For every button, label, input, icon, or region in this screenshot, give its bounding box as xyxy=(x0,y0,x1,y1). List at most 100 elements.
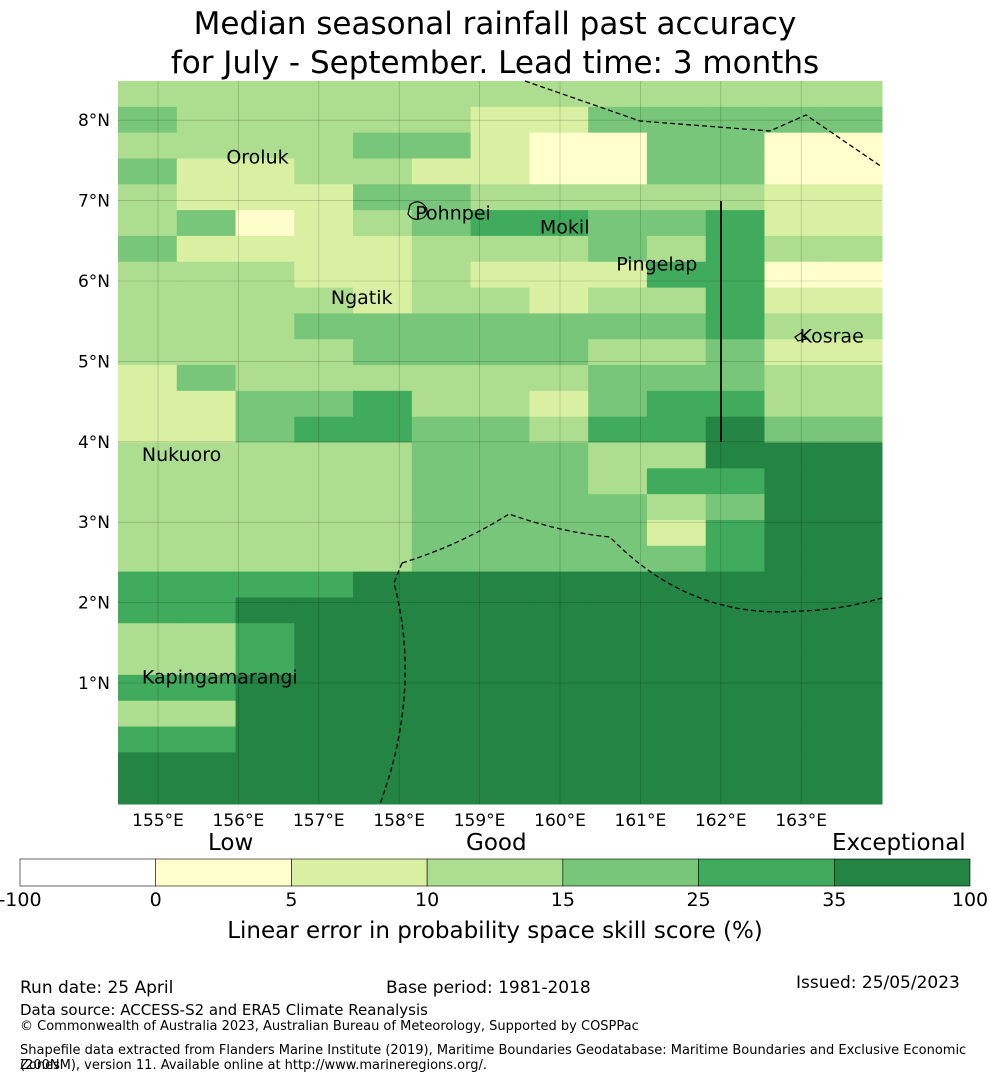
colorbar-tick-label: 10 xyxy=(415,889,440,911)
grid-cell xyxy=(646,210,707,237)
grid-cell xyxy=(470,287,530,314)
grid-cell xyxy=(470,106,530,134)
grid-cell xyxy=(176,571,237,598)
grid-cell xyxy=(529,623,589,650)
grid-cell xyxy=(470,519,530,547)
base-period: Base period: 1981-2018 xyxy=(386,978,591,998)
colorbar-tick-label: -100 xyxy=(0,889,42,911)
grid-cell xyxy=(588,210,648,237)
grid-cell xyxy=(764,313,824,340)
grid-cell xyxy=(235,494,295,521)
grid-cell xyxy=(588,468,648,495)
grid-cell xyxy=(588,390,648,418)
grid-cell xyxy=(118,442,178,469)
grid-cell xyxy=(353,442,413,469)
grid-cell xyxy=(823,468,883,495)
grid-cell xyxy=(529,416,589,443)
grid-cell xyxy=(411,184,472,211)
grid-cell xyxy=(118,416,178,443)
colorbar xyxy=(19,858,971,887)
grid-cell xyxy=(529,778,589,805)
grid-cell xyxy=(764,778,824,805)
grid-cell xyxy=(411,623,472,650)
place-label-pingelap: Pingelap xyxy=(616,253,697,275)
grid-cell xyxy=(294,623,354,650)
data-source: Data source: ACCESS-S2 and ERA5 Climate … xyxy=(20,1001,428,1019)
grid-cell xyxy=(294,184,354,211)
grid-cell xyxy=(118,261,178,289)
grid-cell xyxy=(235,545,295,573)
grid-cell xyxy=(176,545,237,573)
grid-cell xyxy=(470,571,530,598)
grid-cell xyxy=(470,752,530,779)
grid-cell xyxy=(294,339,354,366)
grid-cell xyxy=(764,494,824,521)
grid-cell xyxy=(646,235,707,263)
grid-cell xyxy=(588,339,648,366)
grid-cell xyxy=(176,339,237,366)
grid-cell xyxy=(176,210,237,237)
grid-cell xyxy=(411,597,472,624)
pohnpei-island-outline xyxy=(407,201,428,220)
grid-cell xyxy=(294,416,354,443)
grid-cell xyxy=(705,752,765,779)
grid-cell xyxy=(529,545,589,573)
grid-cell xyxy=(235,674,295,702)
place-label-ngatik: Ngatik xyxy=(331,287,393,309)
grid-cell xyxy=(529,674,589,702)
grid-cell xyxy=(823,545,883,573)
grid-cell xyxy=(823,649,883,676)
grid-cell xyxy=(235,778,295,805)
grid-cell xyxy=(353,132,413,159)
grid-cell xyxy=(764,184,824,211)
grid-cell xyxy=(646,519,707,547)
grid-cell xyxy=(705,494,765,521)
grid-cell xyxy=(646,81,707,108)
grid-cell xyxy=(353,339,413,366)
grid-cell xyxy=(176,442,237,469)
run-date: Run date: 25 April xyxy=(20,978,174,998)
grid-cell xyxy=(764,132,824,159)
grid-cell xyxy=(764,623,824,650)
grid-cell xyxy=(646,674,707,702)
grid-cell xyxy=(764,442,824,469)
grid-cell xyxy=(646,313,707,340)
grid-cell xyxy=(353,106,413,134)
grid-cell xyxy=(705,313,765,340)
grid-cell xyxy=(823,261,883,289)
grid-cell xyxy=(764,390,824,418)
eez-boundary xyxy=(524,80,883,168)
grid-cell xyxy=(646,339,707,366)
grid-cell xyxy=(176,468,237,495)
grid-cell xyxy=(823,778,883,805)
grid-cell xyxy=(646,752,707,779)
grid-cell xyxy=(529,313,589,340)
grid-cell xyxy=(411,442,472,469)
grid-cell xyxy=(588,726,648,753)
grid-cell xyxy=(823,132,883,159)
grid-cell xyxy=(705,571,765,598)
grid-cell xyxy=(118,752,178,779)
lon-tick-label: 161°E xyxy=(615,811,667,830)
grid-cell xyxy=(470,261,530,289)
grid-cell xyxy=(588,313,648,340)
grid-cell xyxy=(823,726,883,753)
grid-cell xyxy=(353,235,413,263)
grid-cell xyxy=(118,339,178,366)
grid-cell xyxy=(588,81,648,108)
grid-cell xyxy=(411,365,472,392)
grid-cell xyxy=(294,545,354,573)
grid-cell xyxy=(176,726,237,753)
lat-tick-label: 4°N xyxy=(78,433,110,453)
skill-score-map: Oroluk Pohnpei Mokil Pingelap Ngatik Kosrae Nu… xyxy=(78,80,883,830)
colorbar-segment xyxy=(291,858,428,887)
grid-cell xyxy=(646,184,707,211)
lat-tick-label: 6°N xyxy=(78,272,110,292)
grid-cell xyxy=(294,778,354,805)
grid-cell xyxy=(353,416,413,443)
grid-cell xyxy=(470,132,530,159)
grid-cell xyxy=(646,623,707,650)
grid-cell xyxy=(705,416,765,443)
grid-cell xyxy=(411,132,472,159)
grid-cell xyxy=(294,365,354,392)
